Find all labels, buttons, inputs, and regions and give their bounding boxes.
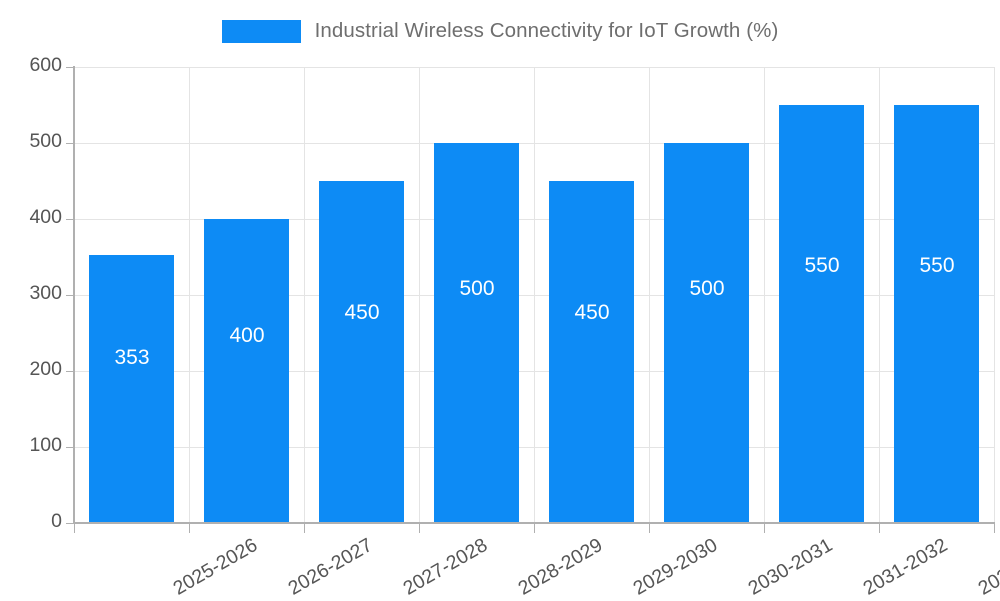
bar-2029-2030[interactable] <box>549 181 634 523</box>
bar-2031-2032[interactable] <box>779 105 864 523</box>
y-tick-label: 400 <box>29 206 62 228</box>
x-tick-label: 2026-2027 <box>284 534 377 600</box>
x-tick-mark <box>189 524 190 533</box>
legend-label-series-1[interactable]: Industrial Wireless Connectivity for IoT… <box>314 19 779 42</box>
gridline-vertical <box>534 67 535 523</box>
x-tick-label: 2031-2032 <box>859 534 952 600</box>
x-tick-label: 2028-2029 <box>514 534 607 600</box>
x-tick-mark <box>304 524 305 533</box>
x-tick-mark <box>419 524 420 533</box>
y-tick-label: 0 <box>51 510 62 532</box>
bar-value-label: 450 <box>344 301 380 324</box>
y-tick-mark <box>66 447 74 448</box>
y-tick-mark <box>66 295 74 296</box>
gridline-vertical <box>649 67 650 523</box>
x-tick-label: 2025-2026 <box>169 534 262 600</box>
bar-value-label: 550 <box>919 254 955 277</box>
bar-2028-2029[interactable] <box>434 143 519 523</box>
y-tick-mark <box>66 219 74 220</box>
y-tick-mark <box>66 523 74 524</box>
gridline-vertical <box>764 67 765 523</box>
y-tick-mark <box>66 371 74 372</box>
y-tick-mark <box>66 67 74 68</box>
y-axis-line <box>73 66 75 524</box>
gridline-vertical <box>879 67 880 523</box>
gridline-vertical <box>189 67 190 523</box>
y-tick-label: 200 <box>29 358 62 380</box>
gridline-vertical <box>304 67 305 523</box>
x-tick-mark <box>764 524 765 533</box>
x-tick-label: 2030-2031 <box>744 534 837 600</box>
bar-2026-2027[interactable] <box>204 219 289 523</box>
chart-legend: Industrial Wireless Connectivity for IoT… <box>0 12 1000 50</box>
x-tick-mark <box>534 524 535 533</box>
gridline-vertical <box>994 67 995 523</box>
x-tick-mark <box>994 524 995 533</box>
y-tick-label: 300 <box>29 282 62 304</box>
x-tick-label: 2032-2033 <box>974 534 1000 600</box>
bar-2027-2028[interactable] <box>319 181 404 523</box>
bar-value-label: 550 <box>804 254 840 277</box>
bar-value-label: 400 <box>229 324 265 347</box>
gridline-vertical <box>419 67 420 523</box>
x-tick-mark <box>74 524 75 533</box>
bar-value-label: 500 <box>459 277 495 300</box>
y-tick-label: 600 <box>29 54 62 76</box>
y-tick-mark <box>66 143 74 144</box>
legend-swatch-series-1[interactable] <box>221 19 301 43</box>
bar-value-label: 450 <box>574 301 610 324</box>
x-tick-mark <box>879 524 880 533</box>
bar-value-label: 353 <box>114 346 150 369</box>
y-tick-label: 500 <box>29 130 62 152</box>
y-tick-label: 100 <box>29 434 62 456</box>
bar-2032-2033[interactable] <box>894 105 979 523</box>
x-tick-label: 2027-2028 <box>399 534 492 600</box>
plot-area: 353 400 450 500 450 500 550 550 <box>74 67 995 524</box>
x-tick-label: 2029-2030 <box>629 534 722 600</box>
x-tick-mark <box>649 524 650 533</box>
y-axis-tick-labels: 0 100 200 300 400 500 600 <box>0 0 62 600</box>
bar-2030-2031[interactable] <box>664 143 749 523</box>
bar-2025-2026[interactable] <box>89 255 174 523</box>
x-axis-line <box>73 522 995 524</box>
bar-value-label: 500 <box>689 277 725 300</box>
